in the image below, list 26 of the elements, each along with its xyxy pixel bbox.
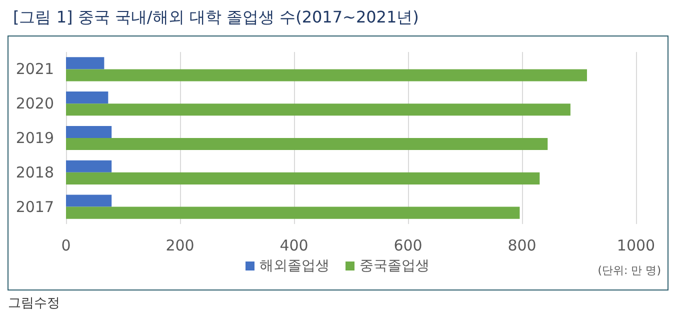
x-tick-label: 800 <box>508 236 536 254</box>
bar <box>66 126 112 138</box>
y-tick-label: 2017 <box>16 198 54 216</box>
y-tick-label: 2021 <box>16 60 54 78</box>
bar <box>66 57 104 70</box>
text: (단위: 만 명) <box>598 264 662 277</box>
bar <box>66 69 587 82</box>
y-tick-label: 2019 <box>16 129 54 147</box>
x-tick-label: 0 <box>61 236 71 254</box>
bar <box>66 138 548 150</box>
bar <box>66 206 520 219</box>
legend-label: 해외졸업생 <box>260 258 330 274</box>
chart-title: [그림 1] 중국 국내/해외 대학 졸업생 수(2017~2021년) <box>13 8 419 26</box>
y-tick-label: 2018 <box>16 163 54 182</box>
x-tick-label: 600 <box>394 236 422 254</box>
x-tick-label: 1000 <box>616 236 656 254</box>
y-tick-label: 2020 <box>16 94 54 113</box>
bar <box>66 92 108 104</box>
text: 그림수정 <box>8 296 60 311</box>
legend-label: 중국졸업생 <box>360 258 430 274</box>
bar <box>66 160 112 172</box>
bar <box>66 172 540 184</box>
bar <box>66 194 112 207</box>
x-tick-label: 200 <box>166 236 194 254</box>
x-tick-label: 400 <box>280 236 308 254</box>
bar <box>66 104 570 116</box>
